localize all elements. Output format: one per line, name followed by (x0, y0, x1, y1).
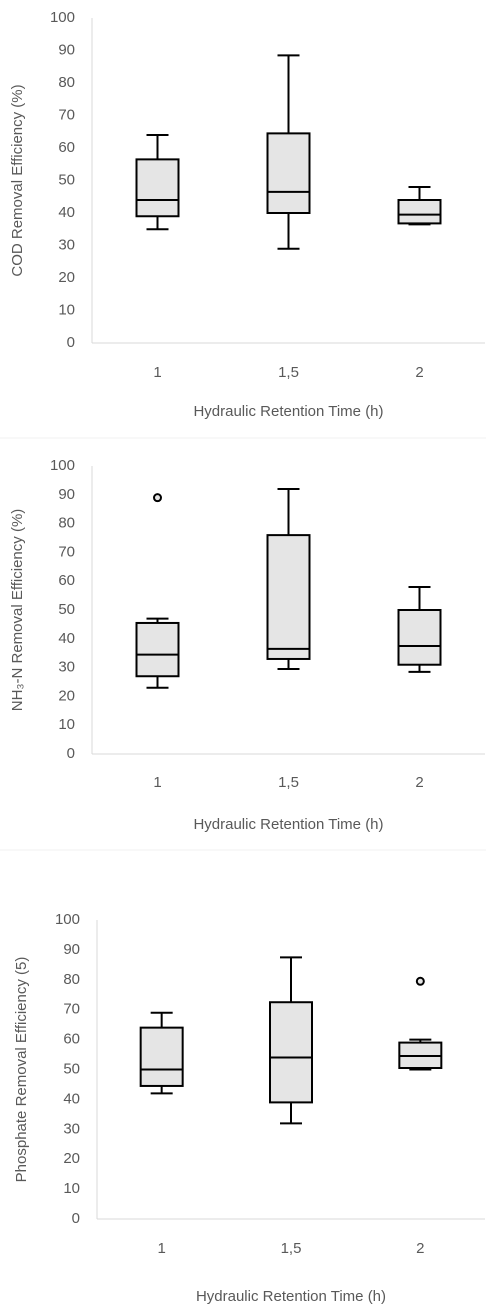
y-tick-label: 50 (58, 171, 75, 188)
x-tick-label: 1,5 (281, 1240, 302, 1257)
x-axis-label: Hydraulic Retention Time (h) (196, 1288, 386, 1305)
y-axis-label: COD Removal Efficiency (%) (9, 84, 26, 276)
y-tick-label: 10 (58, 301, 75, 318)
x-tick-label: 2 (415, 774, 423, 791)
y-tick-label: 100 (50, 9, 75, 26)
y-tick-label: 90 (58, 41, 75, 58)
x-tick-label: 2 (416, 1240, 424, 1257)
y-tick-label: 20 (63, 1150, 80, 1167)
y-tick-label: 60 (63, 1031, 80, 1048)
y-tick-label: 70 (58, 543, 75, 560)
box (135, 621, 180, 678)
box (139, 1026, 184, 1087)
x-tick-label: 2 (415, 364, 423, 381)
y-tick-label: 20 (58, 687, 75, 704)
y-tick-label: 20 (58, 269, 75, 286)
y-tick-label: 90 (63, 941, 80, 958)
outlier (415, 976, 425, 986)
x-axis-label: Hydraulic Retention Time (h) (193, 816, 383, 833)
y-tick-label: 0 (67, 745, 75, 762)
y-tick-label: 10 (58, 716, 75, 733)
y-tick-label: 40 (63, 1090, 80, 1107)
y-tick-label: 70 (58, 106, 75, 123)
y-tick-label: 60 (58, 572, 75, 589)
y-tick-label: 90 (58, 486, 75, 503)
box (266, 132, 311, 214)
y-tick-label: 80 (63, 971, 80, 988)
y-tick-label: 50 (58, 601, 75, 618)
y-tick-label: 0 (67, 334, 75, 351)
y-tick-label: 40 (58, 630, 75, 647)
y-tick-label: 30 (58, 236, 75, 253)
y-tick-label: 100 (55, 911, 80, 928)
y-tick-label: 60 (58, 139, 75, 156)
y-tick-label: 30 (63, 1120, 80, 1137)
box (397, 199, 442, 225)
x-tick-label: 1 (153, 774, 161, 791)
box (269, 1001, 313, 1104)
x-axis-label: Hydraulic Retention Time (h) (193, 403, 383, 420)
y-tick-label: 50 (63, 1060, 80, 1077)
box (266, 534, 311, 660)
y-axis-label: NH₃-N Removal Efficiency (%) (9, 509, 26, 712)
y-tick-label: 80 (58, 74, 75, 91)
x-tick-label: 1,5 (278, 364, 299, 381)
box (135, 158, 180, 218)
y-tick-label: 100 (50, 457, 75, 474)
y-tick-label: 80 (58, 515, 75, 532)
outlier (153, 493, 162, 503)
box (397, 609, 442, 666)
x-tick-label: 1,5 (278, 774, 299, 791)
y-tick-label: 0 (72, 1210, 80, 1227)
y-tick-label: 10 (63, 1180, 80, 1197)
x-tick-label: 1 (157, 1240, 165, 1257)
y-axis-label: Phosphate Removal Efficiency (5) (13, 957, 30, 1183)
y-tick-label: 70 (63, 1001, 80, 1018)
y-tick-label: 40 (58, 204, 75, 221)
x-tick-label: 1 (153, 364, 161, 381)
y-tick-label: 30 (58, 659, 75, 676)
